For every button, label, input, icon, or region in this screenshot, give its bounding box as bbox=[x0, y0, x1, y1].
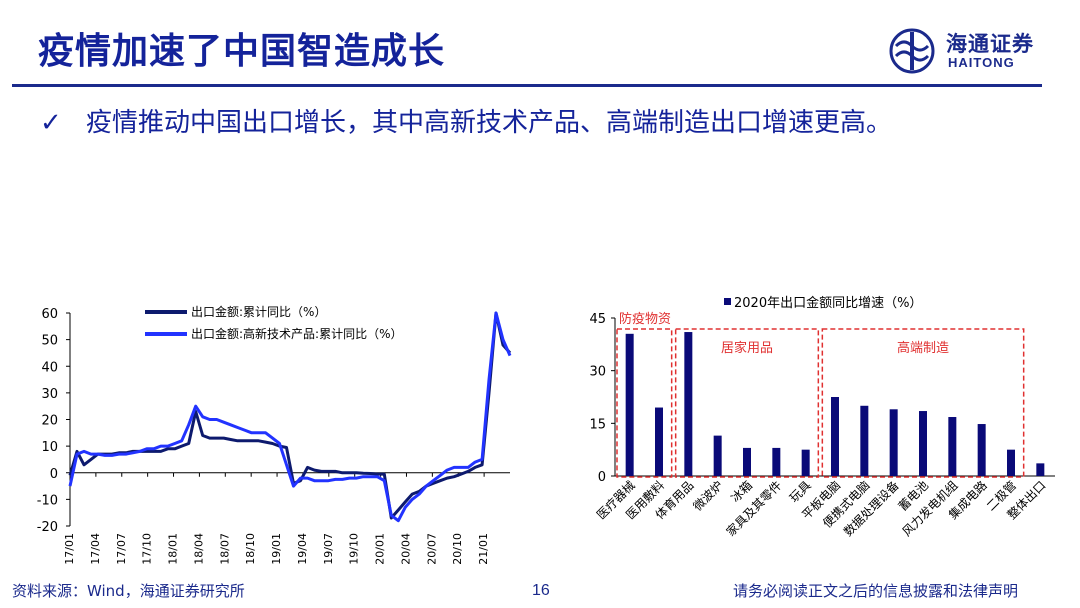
bar bbox=[772, 447, 781, 476]
header-divider bbox=[12, 84, 1042, 87]
x-tick-label: 19/07 bbox=[322, 533, 335, 565]
x-tick-label: 19/01 bbox=[270, 533, 283, 565]
haitong-logo-icon bbox=[889, 28, 935, 74]
logo-text-en: HAITONG bbox=[948, 55, 1015, 70]
group-label-1: 防疫物资 bbox=[619, 311, 671, 327]
bar bbox=[889, 409, 898, 476]
x-tick-label: 18/07 bbox=[218, 533, 231, 565]
bar bbox=[977, 424, 986, 476]
x-tick-label: 20/10 bbox=[451, 533, 464, 565]
x-tick-label: 19/04 bbox=[296, 533, 309, 565]
series-line-1 bbox=[68, 311, 512, 520]
x-tick-label: 21/01 bbox=[477, 533, 490, 565]
group-box-1 bbox=[616, 328, 673, 478]
bar bbox=[655, 407, 663, 476]
line-chart: -20 -10 0 10 20 30 40 50 60 17/01 17/04 17/07 17/10 1… bbox=[37, 304, 512, 565]
y-tick-label: 0 bbox=[598, 470, 606, 485]
x-tick-label: 19/10 bbox=[348, 533, 361, 565]
bar bbox=[713, 435, 722, 476]
group-box-2 bbox=[674, 328, 820, 478]
bar bbox=[625, 333, 634, 476]
y-tick-label: 0 bbox=[50, 467, 58, 482]
category-label: 微波炉 bbox=[690, 478, 725, 513]
checkmark-icon: ✓ bbox=[40, 108, 62, 138]
y-tick-label: 40 bbox=[41, 360, 58, 375]
logo-text-cn: 海通证券 bbox=[946, 31, 1034, 56]
y-tick-label: -20 bbox=[37, 520, 58, 535]
slide-title: 疫情加速了中国智造成长 bbox=[38, 31, 446, 72]
x-tick-label: 20/01 bbox=[374, 533, 387, 565]
y-tick-label: 50 bbox=[41, 334, 58, 349]
x-tick-label: 17/07 bbox=[115, 533, 128, 565]
bar bbox=[919, 411, 927, 476]
y-tick-label: 60 bbox=[41, 307, 58, 322]
bar bbox=[684, 332, 693, 476]
y-tick-label: -10 bbox=[37, 493, 58, 508]
x-tick-label: 17/01 bbox=[63, 533, 76, 565]
x-tick-label: 20/07 bbox=[425, 533, 438, 565]
legend-swatch bbox=[724, 298, 731, 305]
x-tick-label: 18/01 bbox=[167, 533, 180, 565]
series-line-2 bbox=[68, 311, 512, 523]
bar bbox=[860, 405, 869, 476]
footer-disclaimer: 请务必阅读正文之后的信息披露和法律声明 bbox=[733, 582, 1019, 600]
y-tick-label: 45 bbox=[589, 312, 606, 327]
y-tick-label: 15 bbox=[589, 417, 606, 432]
y-tick-label: 30 bbox=[589, 365, 606, 380]
legend-label-1: 出口金额:累计同比（%） bbox=[191, 304, 326, 319]
y-tick-label: 10 bbox=[41, 440, 58, 455]
y-tick-label: 30 bbox=[41, 387, 58, 402]
group-label-3: 高端制造 bbox=[897, 340, 949, 356]
x-tick-label: 17/04 bbox=[89, 533, 102, 565]
bar bbox=[831, 397, 839, 476]
bar bbox=[948, 417, 957, 476]
bar bbox=[801, 449, 810, 476]
legend-label-2: 出口金额:高新技术产品:累计同比（%） bbox=[191, 326, 403, 341]
bar bbox=[743, 447, 751, 476]
x-tick-label: 18/04 bbox=[192, 533, 205, 565]
y-tick-label: 20 bbox=[41, 414, 58, 429]
group-box-3 bbox=[821, 328, 1025, 478]
bullet-text: 疫情推动中国出口增长，其中高新技术产品、高端制造出口增速更高。 bbox=[86, 108, 893, 138]
x-tick-label: 20/04 bbox=[399, 533, 412, 565]
bar bbox=[1036, 463, 1045, 476]
footer-source: 资料来源：Wind，海通证券研究所 bbox=[12, 582, 245, 600]
x-tick-label: 17/10 bbox=[141, 533, 154, 565]
x-tick-label: 18/10 bbox=[244, 533, 257, 565]
group-label-2: 居家用品 bbox=[721, 340, 773, 356]
page-number: 16 bbox=[532, 582, 550, 599]
legend-label: 2020年出口金额同比增速（%） bbox=[734, 295, 922, 311]
bar bbox=[1007, 449, 1015, 476]
